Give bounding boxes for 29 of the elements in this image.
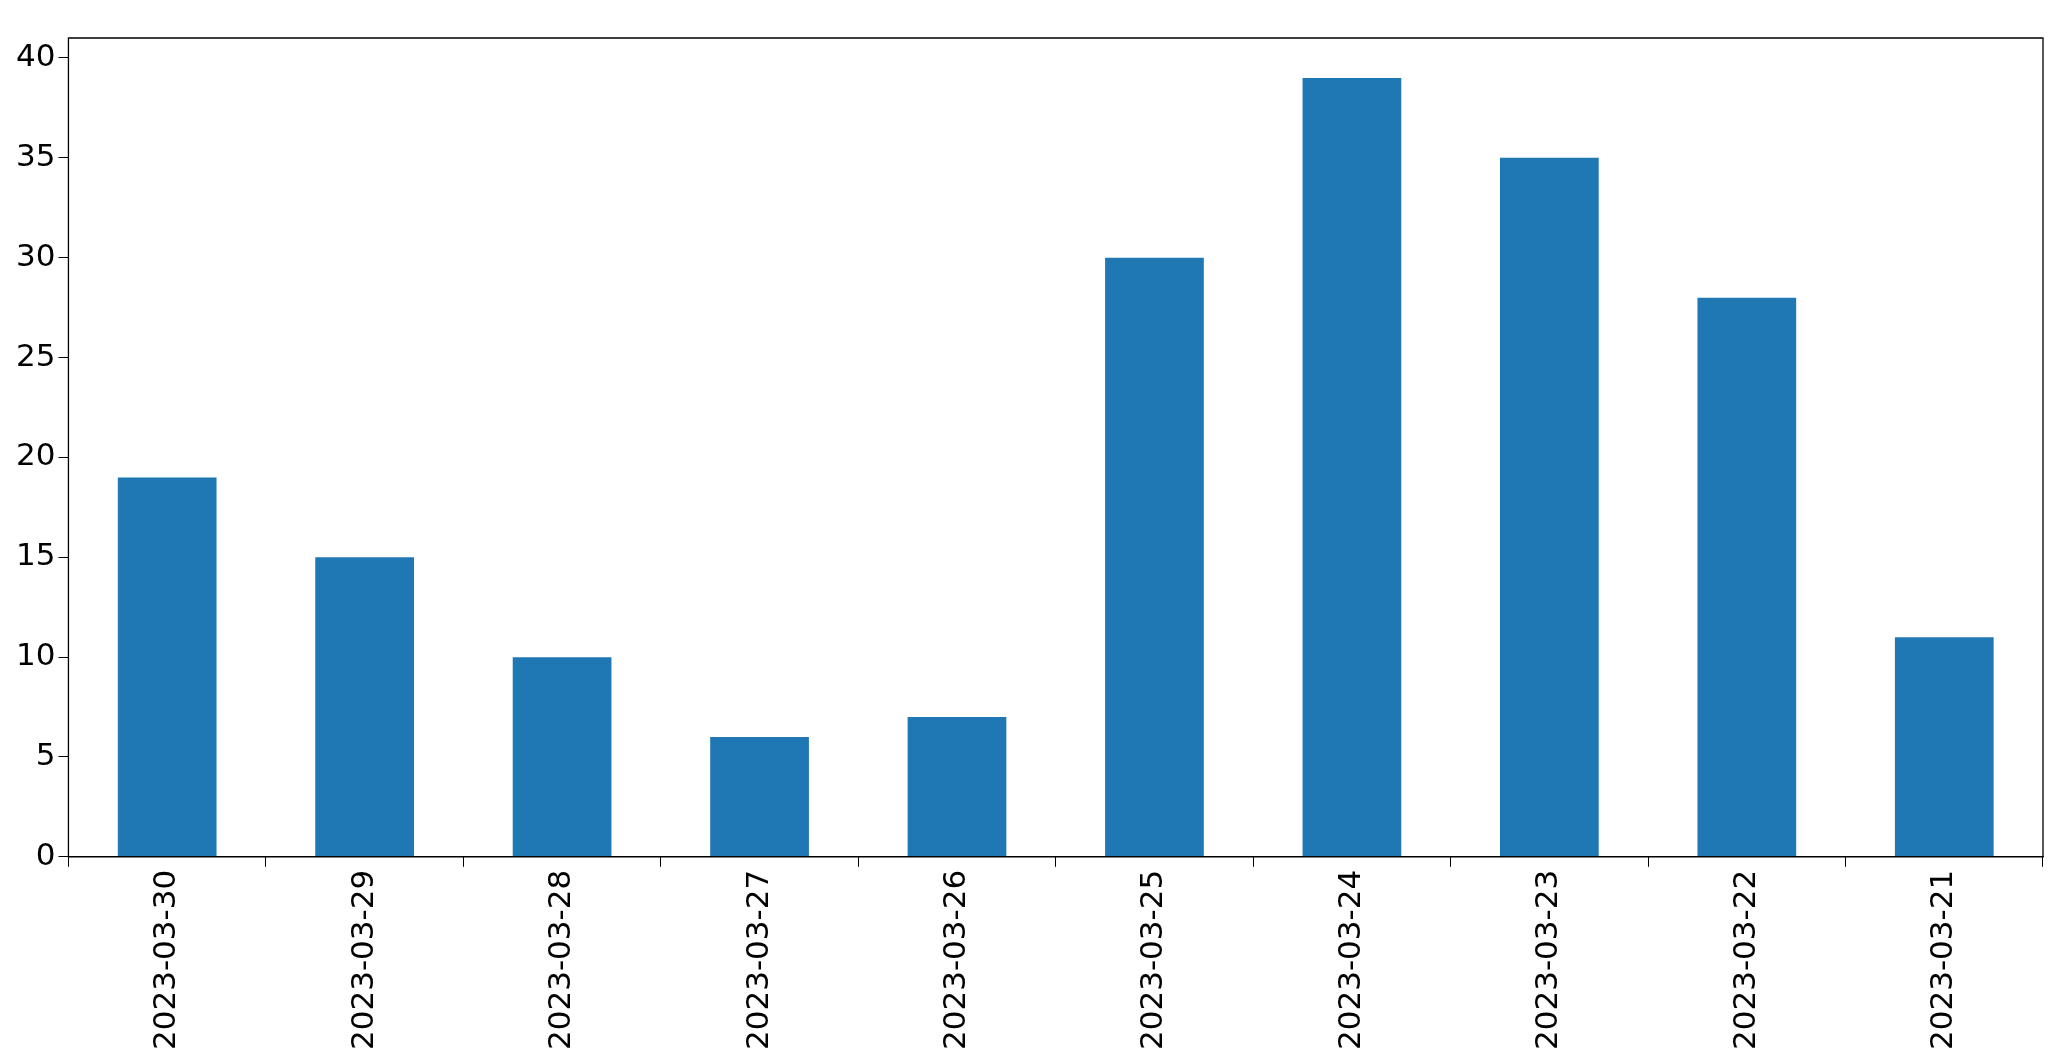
x-tick-label: 2023-03-30 bbox=[146, 869, 183, 1051]
bar bbox=[1500, 157, 1599, 857]
x-tick-label: 2023-03-28 bbox=[541, 869, 578, 1051]
y-tick-label: 0 bbox=[35, 835, 56, 872]
x-tick-label: 2023-03-25 bbox=[1133, 869, 1170, 1051]
x-tick-label: 2023-03-22 bbox=[1725, 869, 1762, 1051]
bar bbox=[1894, 637, 1994, 857]
x-tick-label: 2023-03-27 bbox=[738, 869, 775, 1051]
bar bbox=[117, 477, 217, 857]
x-tick-label: 2023-03-29 bbox=[343, 869, 380, 1051]
bar bbox=[1105, 257, 1204, 857]
x-tick-label: 2023-03-23 bbox=[1528, 869, 1565, 1051]
bar bbox=[315, 557, 414, 857]
y-tick-label: 15 bbox=[15, 536, 56, 573]
bar bbox=[512, 657, 612, 857]
y-tick-label: 25 bbox=[15, 336, 56, 373]
y-tick-label: 20 bbox=[15, 436, 56, 473]
x-tick-label: 2023-03-24 bbox=[1330, 869, 1367, 1051]
bar bbox=[1302, 77, 1402, 857]
x-tick-label: 2023-03-21 bbox=[1923, 869, 1960, 1051]
bar bbox=[907, 717, 1007, 857]
y-tick-label: 5 bbox=[35, 736, 56, 773]
y-tick-label: 40 bbox=[15, 37, 56, 74]
bar bbox=[1697, 297, 1797, 857]
y-tick-label: 30 bbox=[15, 236, 56, 273]
bar bbox=[710, 737, 809, 857]
x-tick-label: 2023-03-26 bbox=[936, 869, 973, 1051]
y-tick-label: 10 bbox=[15, 636, 56, 673]
y-tick-label: 35 bbox=[15, 136, 56, 173]
